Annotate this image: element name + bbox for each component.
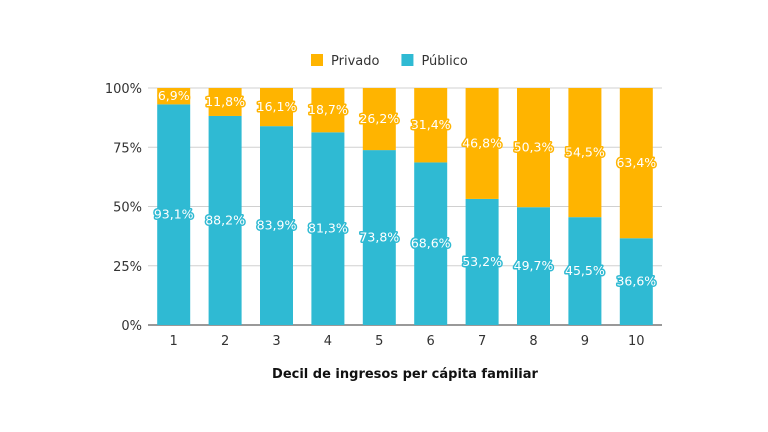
legend-label: Privado [331,54,379,69]
x-axis: 1 2 3 4 5 6 7 8 9 10 [170,334,645,349]
bar-privado [414,88,448,163]
bar-privado [260,88,293,127]
y-tick-label: 0% [121,319,142,334]
data-label-privado: 63,4% [616,155,656,170]
legend: Privado Público [311,54,468,69]
data-label-privado: 11,8% [205,94,245,109]
x-tick-label: 9 [581,334,589,349]
bar-publico [311,132,345,325]
bar-publico [517,207,550,325]
bar-publico [465,198,499,325]
data-label-privado: 50,3% [514,140,554,155]
x-axis-label: Decil de ingresos per cápita familiar [272,367,539,382]
bar-publico [260,126,293,325]
data-label-privado: 46,8% [462,135,502,150]
data-label-publico: 36,6% [616,274,656,289]
x-tick-label: 8 [529,334,537,349]
bar-publico [362,150,396,325]
bar-publico [568,217,602,325]
bars [157,88,653,325]
data-label-publico: 49,7% [514,258,554,273]
bar-privado [208,88,242,116]
data-label-privado: 18,7% [308,102,348,117]
bar-privado [517,88,550,208]
bar-publico [208,115,242,325]
bar-privado [157,88,191,105]
x-tick-label: 6 [427,334,435,349]
bar-privado [619,88,653,239]
y-tick-label: 50% [113,201,142,216]
bar-privado [311,88,345,133]
data-label-publico: 81,3% [308,221,348,236]
bar-privado [362,88,396,151]
x-tick-label: 3 [272,334,280,349]
bar-privado [465,88,499,199]
x-tick-label: 5 [375,334,383,349]
data-label-publico: 83,9% [257,218,297,233]
legend-swatch [401,54,414,66]
bar-publico [619,238,653,325]
data-label-publico: 68,6% [411,236,451,251]
data-label-privado: 16,1% [257,99,297,114]
x-tick-label: 4 [324,334,332,349]
data-label-publico: 93,1% [154,207,194,222]
bar-privado [568,88,602,218]
legend-swatch [311,54,323,66]
data-label-privado: 31,4% [411,117,451,132]
legend-label: Público [421,54,467,69]
y-tick-label: 25% [113,260,142,275]
y-axis: 0% 25% 50% 75% 100% [105,82,142,334]
x-tick-label: 10 [628,334,645,349]
x-tick-label: 7 [478,334,486,349]
data-label-publico: 88,2% [205,212,245,227]
x-tick-label: 2 [221,334,229,349]
data-label-publico: 53,2% [462,254,502,269]
data-label-privado: 26,2% [359,111,399,126]
data-label-privado: 54,5% [565,145,605,160]
bar-publico [157,104,191,325]
data-label-publico: 45,5% [565,263,605,278]
y-tick-label: 75% [113,141,142,156]
bar-publico [414,162,448,325]
y-tick-label: 100% [105,82,142,97]
data-label-publico: 73,8% [359,230,399,245]
data-labels: 93,1% 6,9% 88,2% 11,8% 83,9% 16,1% 81,3% 18,7% 7… [152,87,657,290]
x-tick-label: 1 [170,334,178,349]
data-label-privado: 6,9% [158,88,190,103]
